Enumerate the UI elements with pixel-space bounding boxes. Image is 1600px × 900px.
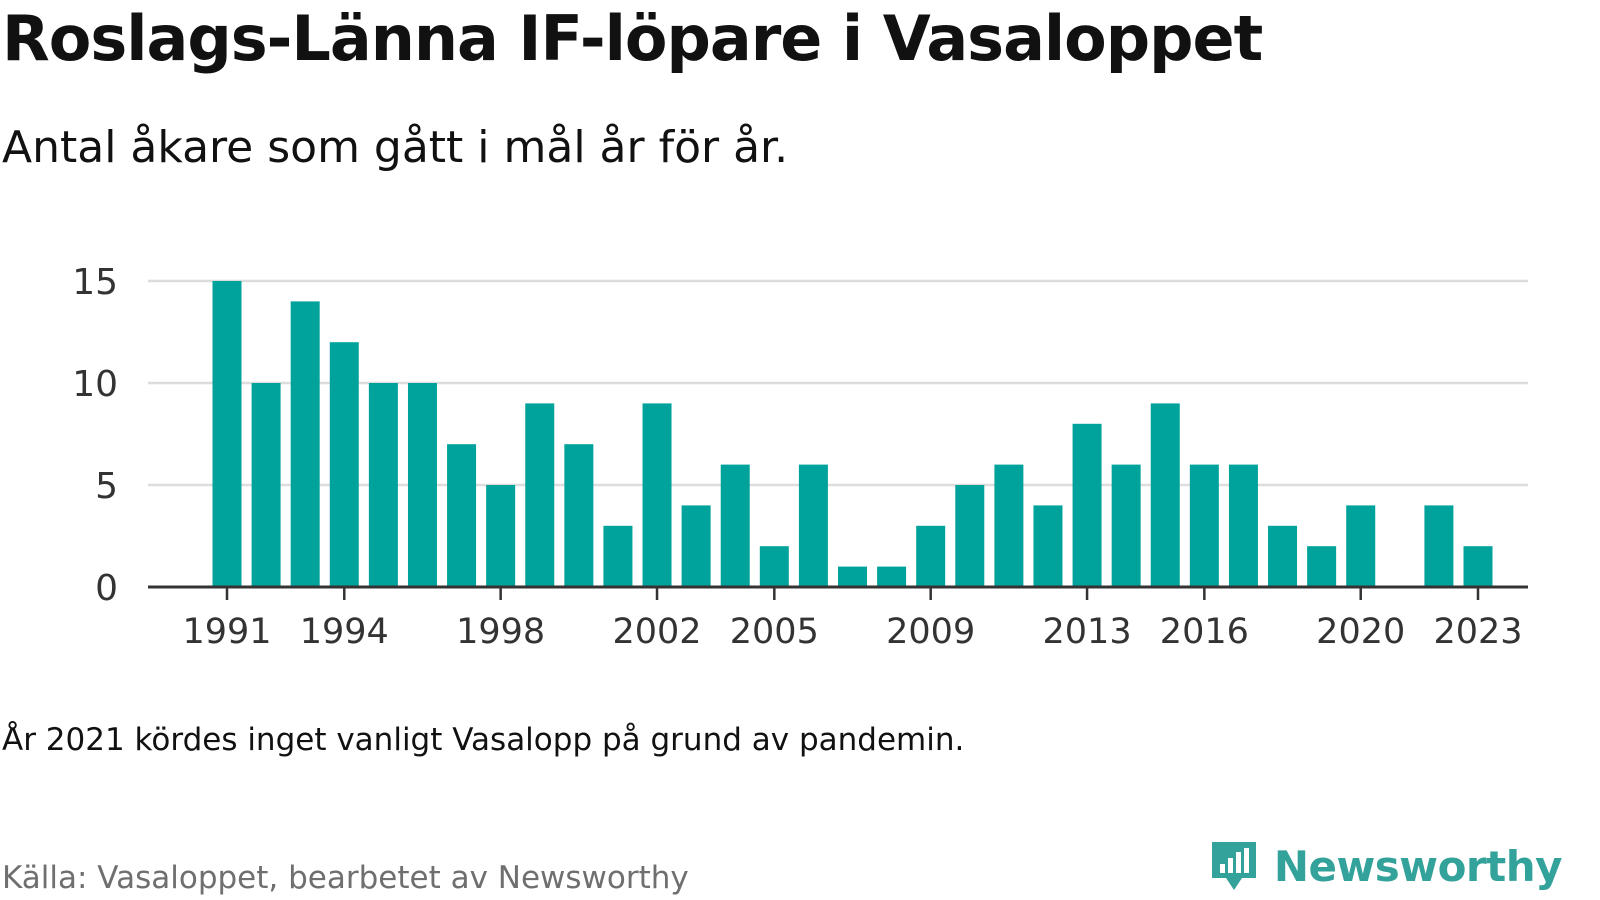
bar-2008	[877, 566, 907, 587]
bar-1998	[486, 485, 516, 587]
source-text: Källa: Vasaloppet, bearbetet av Newswort…	[2, 860, 689, 896]
bar-2002	[642, 403, 672, 587]
bar-2005	[759, 546, 789, 587]
bar-2004	[720, 464, 750, 587]
chart-title: Roslags-Länna IF-löpare i Vasaloppet	[2, 2, 1263, 75]
bar-1996	[407, 383, 437, 587]
x-tick-label: 1994	[300, 612, 389, 652]
brand-logo: Newsworthy	[1208, 838, 1563, 894]
bar-1995	[368, 383, 398, 587]
x-tick-label: 1998	[456, 612, 545, 652]
bar-2012	[1033, 505, 1063, 587]
y-tick-label: 10	[72, 364, 118, 405]
bar-2019	[1307, 546, 1337, 587]
bar-2020	[1346, 505, 1376, 587]
brand-name: Newsworthy	[1273, 841, 1563, 891]
chart-note: År 2021 kördes inget vanligt Vasalopp på…	[2, 722, 965, 758]
bar-2015	[1150, 403, 1180, 587]
bar-2003	[681, 505, 711, 587]
y-tick-label: 0	[95, 568, 118, 609]
x-tick-label: 1991	[182, 612, 271, 652]
bar-2016	[1189, 464, 1219, 587]
bar-1999	[525, 403, 555, 587]
bar-1994	[329, 342, 359, 587]
x-tick-label: 2009	[886, 612, 975, 652]
x-tick-label: 2020	[1316, 612, 1405, 652]
bar-2023	[1463, 546, 1493, 587]
bar-2010	[955, 485, 985, 587]
bar-1997	[447, 444, 477, 587]
x-tick-label: 2002	[612, 612, 701, 652]
x-tick-label: 2005	[730, 612, 819, 652]
bar-2006	[798, 464, 828, 587]
bar-1993	[290, 301, 320, 587]
x-tick-label: 2013	[1043, 612, 1132, 652]
chart-subtitle: Antal åkare som gått i mål år för år.	[2, 122, 789, 173]
bar-2014	[1111, 464, 1141, 587]
bar-1992	[251, 383, 281, 587]
x-tick-label: 2016	[1160, 612, 1249, 652]
y-tick-label: 5	[95, 466, 118, 507]
y-tick-label: 15	[72, 262, 118, 303]
x-tick-label: 2023	[1433, 612, 1522, 652]
bar-2009	[916, 525, 946, 587]
bar-2007	[838, 566, 867, 587]
bar-2018	[1268, 525, 1298, 587]
bar-chart: 0 5 10 15 1991 1994 1998 2002 2005 2009 2013 2016 20…	[72, 262, 1528, 652]
bar-2013	[1072, 423, 1102, 587]
bar-1991	[212, 281, 242, 587]
newsworthy-chart-icon	[1211, 842, 1256, 890]
bar-2001	[603, 525, 633, 587]
bar-2000	[564, 444, 594, 587]
bar-2011	[994, 464, 1024, 587]
bar-2017	[1228, 464, 1258, 587]
bar-2022	[1424, 505, 1454, 587]
